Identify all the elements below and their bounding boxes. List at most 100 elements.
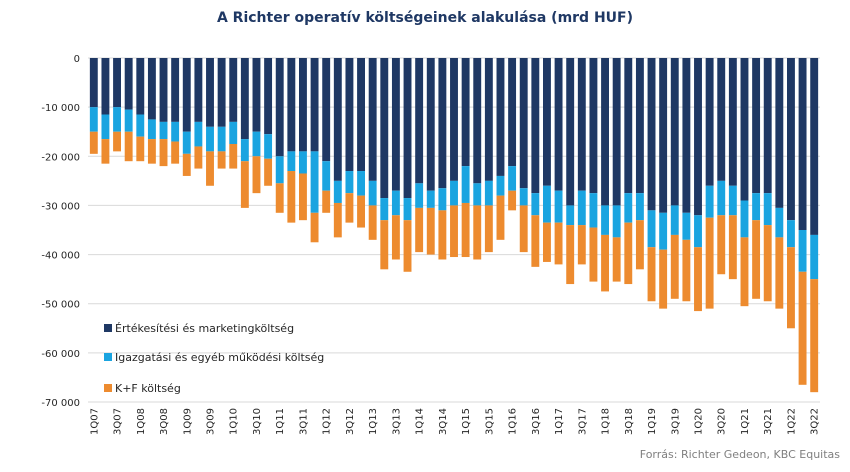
- bar-segment-3: [113, 131, 121, 152]
- bar-segment-2: [287, 151, 296, 172]
- bar-segment-3: [240, 161, 249, 208]
- bar-segment-2: [101, 114, 110, 140]
- bar-segment-1: [717, 58, 726, 181]
- bar-segment-2: [484, 180, 493, 206]
- bar-segment-2: [159, 121, 168, 140]
- bar-segment-1: [159, 58, 168, 122]
- bar-segment-3: [508, 190, 517, 211]
- bar-segment-2: [147, 119, 156, 140]
- bar-segment-1: [554, 58, 563, 191]
- bar-segment-3: [264, 158, 273, 186]
- bars: [89, 58, 819, 393]
- x-tick-label: 1Q21: [740, 408, 751, 435]
- bar-segment-3: [682, 239, 691, 302]
- bar-segment-1: [438, 58, 447, 189]
- x-tick-label: 3Q11: [298, 408, 309, 435]
- bar-segment-1: [601, 58, 609, 206]
- bar-segment-3: [391, 215, 400, 260]
- bar-segment-2: [461, 166, 470, 203]
- x-tick-label: 1Q22: [786, 408, 797, 435]
- bar-segment-2: [438, 188, 447, 211]
- bar-segment-2: [508, 166, 517, 191]
- bar-segment-1: [694, 58, 702, 216]
- bar-segment-2: [624, 193, 633, 223]
- x-tick-label: 1Q10: [229, 408, 240, 435]
- bar-segment-2: [252, 131, 261, 157]
- bar-segment-3: [147, 139, 156, 164]
- bar-segment-1: [589, 58, 598, 194]
- legend-swatch: [104, 324, 112, 332]
- bar-segment-3: [415, 207, 424, 253]
- bar-segment-1: [194, 58, 203, 122]
- bar-segment-1: [659, 58, 668, 213]
- bar-segment-2: [473, 183, 482, 206]
- bar-segment-3: [740, 237, 749, 307]
- bar-segment-2: [450, 180, 458, 206]
- legend-label: Igazgatási és egyéb működési költség: [115, 351, 324, 364]
- bar-segment-2: [345, 171, 354, 194]
- bar-segment-2: [322, 161, 331, 191]
- x-tick-label: 3Q22: [810, 408, 821, 435]
- bar-segment-3: [763, 225, 772, 302]
- bar-segment-1: [391, 58, 400, 191]
- bar-segment-1: [496, 58, 505, 176]
- bar-segment-3: [136, 136, 145, 162]
- y-tick-label: -60 000: [41, 349, 80, 360]
- source-note: Forrás: Richter Gedeon, KBC Equitas: [639, 448, 840, 461]
- bar-segment-2: [543, 185, 551, 223]
- bar-segment-1: [543, 58, 551, 186]
- bar-segment-1: [252, 58, 261, 132]
- bar-segment-3: [357, 195, 365, 228]
- x-tick-label: 3Q07: [113, 408, 124, 435]
- bar-segment-3: [694, 247, 702, 312]
- bar-segment-1: [787, 58, 795, 221]
- bar-segment-2: [775, 207, 784, 238]
- x-tick-label: 3Q18: [624, 408, 635, 435]
- x-tick-label: 1Q09: [182, 408, 193, 435]
- bar-segment-1: [124, 58, 133, 110]
- bar-segment-2: [531, 193, 540, 216]
- bar-segment-3: [473, 205, 482, 260]
- bar-segment-1: [275, 58, 284, 157]
- chart-title: A Richter operatív költségeinek alakulás…: [216, 10, 634, 26]
- x-tick-label: 3Q10: [252, 408, 263, 435]
- bar-segment-2: [299, 151, 307, 174]
- bar-segment-1: [612, 58, 621, 206]
- bar-segment-3: [635, 220, 644, 270]
- bar-segment-3: [124, 131, 133, 162]
- x-tick-label: 3Q14: [438, 408, 449, 435]
- x-tick-label: 3Q15: [484, 408, 495, 435]
- bar-segment-3: [659, 249, 668, 309]
- bar-segment-3: [171, 141, 180, 164]
- bar-segment-1: [113, 58, 121, 108]
- bar-segment-2: [113, 107, 121, 132]
- bar-segment-1: [345, 58, 354, 172]
- bar-segment-2: [659, 212, 668, 250]
- x-tick-label: 3Q21: [763, 408, 774, 435]
- bar-segment-1: [705, 58, 714, 186]
- bar-segment-3: [438, 210, 447, 260]
- bar-segment-1: [577, 58, 586, 191]
- legend: Értékesítési és marketingköltség Igazgatá…: [104, 322, 324, 395]
- legend-label: Értékesítési és marketingköltség: [115, 322, 294, 335]
- bar-segment-2: [798, 230, 807, 272]
- bar-segment-2: [194, 121, 203, 147]
- bar-segment-1: [229, 58, 238, 122]
- bar-segment-2: [171, 121, 180, 142]
- bar-segment-1: [566, 58, 575, 206]
- bar-segment-3: [589, 227, 598, 282]
- x-tick-label: 1Q20: [694, 408, 705, 435]
- bar-segment-3: [577, 225, 586, 265]
- bar-segment-3: [566, 225, 575, 285]
- bar-segment-1: [461, 58, 470, 167]
- bar-segment-1: [240, 58, 249, 140]
- bar-segment-2: [333, 180, 342, 203]
- bar-segment-2: [206, 126, 214, 152]
- x-tick-label: 1Q18: [601, 408, 612, 435]
- bar-segment-2: [647, 210, 656, 248]
- bar-segment-3: [182, 153, 191, 176]
- bar-segment-3: [159, 139, 168, 167]
- bar-segment-2: [240, 139, 249, 162]
- bar-segment-1: [763, 58, 772, 194]
